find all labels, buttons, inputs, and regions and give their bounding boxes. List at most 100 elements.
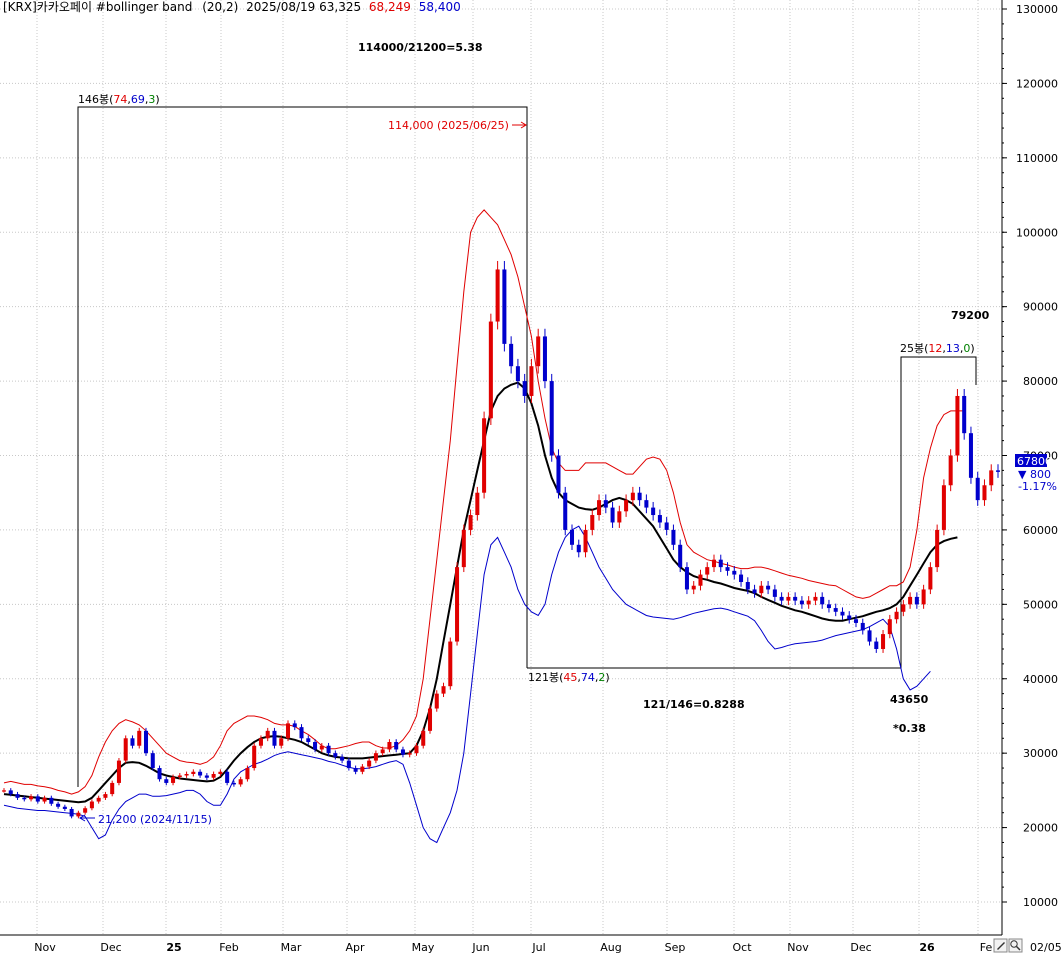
x-tick-label: Fe: [980, 941, 993, 954]
candle-body: [123, 738, 128, 761]
bars-right-up: 12: [928, 342, 942, 355]
y-tick-label: 50000: [1023, 598, 1058, 611]
range-box-left: [77, 106, 528, 787]
candle-body: [177, 775, 182, 777]
plot-area: [0, 0, 1002, 935]
x-tick-label: Feb: [219, 941, 238, 954]
candle-body: [225, 771, 230, 783]
candle-body: [691, 585, 696, 590]
low-arrowhead: [79, 814, 86, 822]
candle-body: [914, 596, 919, 605]
candle-body: [56, 803, 61, 807]
candle-body: [603, 500, 608, 508]
candle-body: [549, 381, 554, 456]
candle-body: [150, 753, 155, 769]
candle-body: [502, 269, 507, 344]
candle-body: [597, 500, 602, 516]
low-label: 21,200 (2024/11/15): [98, 813, 212, 826]
candle-body: [313, 742, 318, 750]
candle-body: [49, 797, 54, 804]
x-tick-label: May: [412, 941, 435, 954]
candle-body: [515, 366, 520, 382]
chart-params: (20,2): [202, 0, 238, 14]
candle-body: [164, 779, 169, 783]
magnifier-handle: [1015, 945, 1021, 951]
candle-body: [69, 808, 74, 817]
candle-body: [522, 381, 527, 396]
candle-body: [556, 455, 561, 493]
bars-right-flat: 0: [963, 342, 970, 355]
x-tick-label: Mar: [281, 941, 302, 954]
candle-body: [245, 768, 250, 780]
bars-right: 25봉(12,13,0): [900, 342, 975, 355]
price-tag: 67800: [1017, 455, 1052, 468]
candle-body: [529, 366, 534, 396]
candle-body: [590, 515, 595, 530]
candle-body: [231, 782, 236, 785]
candle-body: [204, 775, 209, 778]
bars-mid-comma-2: ,: [595, 671, 599, 684]
header-upper-value: 68,249: [369, 0, 411, 14]
candle-body: [664, 522, 669, 530]
candle-body: [482, 418, 487, 493]
candle-body: [299, 727, 304, 739]
candle-body: [83, 808, 88, 813]
bars-left-flat: 3: [148, 93, 155, 106]
candle-body: [826, 604, 831, 609]
candle-body: [130, 738, 135, 746]
candle-body: [137, 730, 142, 746]
candle-body: [35, 796, 40, 802]
candle-body: [941, 485, 946, 530]
candle-body: [340, 756, 345, 761]
header-text: [KRX]카카오페이 #bollinger band (20,2) 2025/0…: [3, 0, 461, 14]
candle-body: [434, 693, 439, 709]
candle-body: [8, 790, 13, 795]
candle-body: [576, 544, 581, 553]
range-box-right: [527, 356, 977, 669]
candle-body: [279, 738, 284, 746]
candle-body: [157, 768, 162, 780]
candle-body: [76, 812, 81, 817]
peak-label: 114,000 (2025/06/25): [388, 119, 509, 132]
candle-body: [488, 321, 493, 419]
candle-body: [840, 611, 845, 616]
candle-body: [955, 395, 960, 456]
middle-band-line: [3, 381, 958, 804]
candle-body: [962, 395, 967, 434]
x-tick-label: Jun: [471, 941, 489, 954]
candle-body: [306, 738, 311, 743]
corner-date: 02/05: [1030, 941, 1062, 954]
candle-body: [860, 622, 865, 631]
chart-date-value: 2025/08/19 63,325: [246, 0, 361, 14]
candle-body: [373, 753, 378, 761]
candle-body: [928, 567, 933, 590]
candle-body: [96, 797, 101, 802]
candle-body: [867, 630, 872, 642]
candle-body: [772, 589, 777, 597]
candle-body: [684, 567, 689, 590]
candle-body: [326, 745, 331, 754]
y-tick-label: 80000: [1023, 375, 1058, 388]
candle-body: [786, 596, 791, 601]
candle-body: [441, 686, 446, 694]
candle-body: [982, 485, 987, 501]
candle-body: [380, 749, 385, 754]
candle-body: [779, 596, 784, 601]
candle-body: [475, 492, 480, 516]
candle-body: [820, 596, 825, 605]
candle-body: [387, 742, 392, 750]
candle-body: [989, 470, 994, 486]
candle-body: [455, 567, 460, 642]
x-tick-label: Dec: [850, 941, 871, 954]
candle-body: [427, 708, 433, 731]
ratio-top: 114000/21200=5.38: [358, 41, 483, 54]
bars-right-comma-1: ,: [942, 342, 946, 355]
candle-body: [211, 774, 216, 778]
bars-left-down: 69: [131, 93, 145, 106]
candle-body: [935, 529, 940, 568]
candle-body: [799, 600, 804, 605]
candle-body: [725, 567, 730, 571]
candle-body: [191, 771, 196, 775]
bars-left-prefix: 146봉(: [78, 93, 113, 106]
